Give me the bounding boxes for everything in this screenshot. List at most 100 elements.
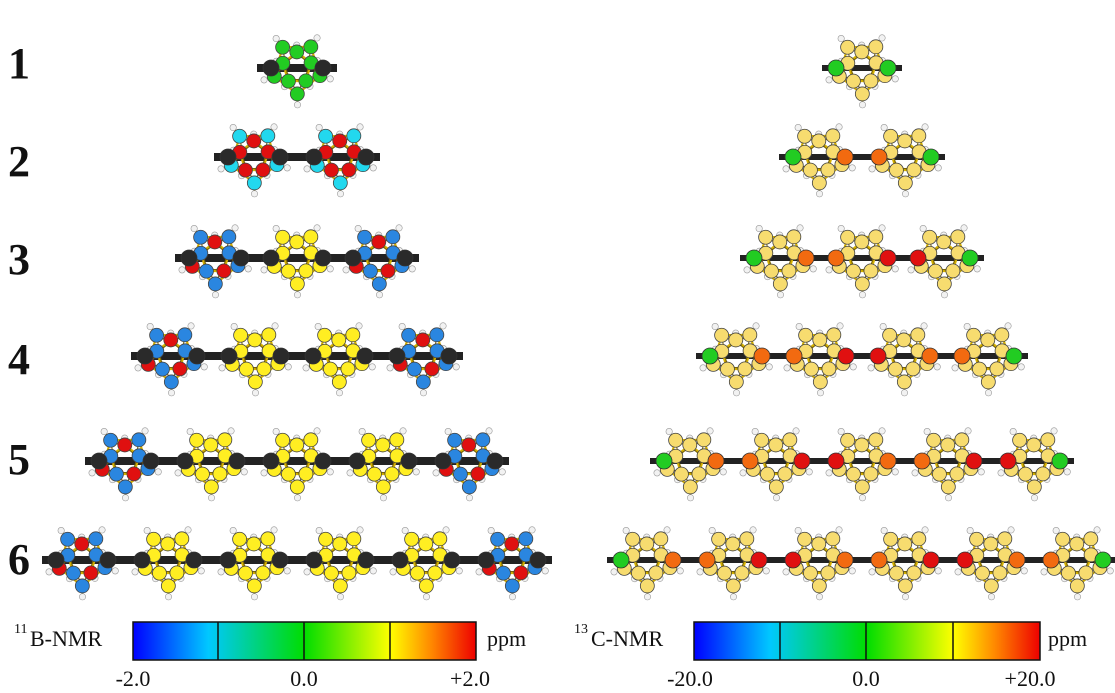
boron-atom bbox=[1083, 531, 1099, 547]
boron-cage bbox=[260, 224, 334, 299]
boron-atom bbox=[275, 39, 291, 55]
carbon-atom bbox=[909, 249, 927, 267]
boron-atom bbox=[653, 531, 669, 547]
hydrogen-atom bbox=[187, 322, 195, 330]
carbon-atom bbox=[357, 148, 375, 166]
carbon-atom bbox=[797, 249, 815, 267]
carbon-chain-row-1 bbox=[822, 34, 902, 109]
boron-atom bbox=[1026, 479, 1042, 495]
hydrogen-atom bbox=[951, 364, 959, 372]
carbon-chain-row-5 bbox=[650, 427, 1074, 502]
hydrogen-atom bbox=[354, 225, 362, 233]
boron-atom bbox=[246, 175, 262, 191]
carbon-atom bbox=[965, 452, 983, 470]
boron-cage bbox=[386, 322, 460, 397]
boron-atom bbox=[103, 432, 119, 448]
hydrogen-atom bbox=[475, 568, 483, 576]
carbon-atom bbox=[388, 347, 406, 365]
carbon-atom bbox=[750, 551, 768, 569]
boron-atom bbox=[346, 531, 362, 547]
boron-atom bbox=[932, 466, 947, 482]
boron-atom bbox=[798, 327, 814, 343]
boron-atom bbox=[289, 44, 305, 60]
hydrogen-atom bbox=[487, 527, 495, 535]
hydrogen-atom bbox=[442, 526, 450, 534]
carbon-tick-mid: 0.0 bbox=[852, 666, 880, 691]
boron-atom bbox=[470, 466, 486, 482]
boron-atom bbox=[332, 578, 348, 594]
hydrogen-atom bbox=[1007, 526, 1015, 534]
hydrogen-atom bbox=[260, 266, 268, 274]
hydrogen-atom bbox=[816, 389, 824, 397]
hydrogen-atom bbox=[663, 526, 671, 534]
hydrogen-atom bbox=[653, 469, 661, 477]
hydrogen-atom bbox=[977, 468, 985, 476]
hydrogen-atom bbox=[398, 323, 406, 331]
boron-cage bbox=[475, 526, 549, 601]
carbon-atom bbox=[314, 452, 332, 470]
boron-cage bbox=[303, 123, 377, 198]
hydrogen-atom bbox=[100, 428, 108, 436]
boron-atom bbox=[922, 229, 938, 245]
boron-atom bbox=[415, 374, 431, 390]
carbon-atom bbox=[262, 59, 280, 77]
carbon-atom bbox=[357, 551, 375, 569]
boron-atom bbox=[975, 565, 990, 581]
boron-atom bbox=[341, 162, 357, 178]
boron-cage bbox=[218, 322, 292, 397]
boron-atom bbox=[868, 229, 884, 245]
boron-atom bbox=[289, 86, 305, 102]
boron-cage bbox=[303, 526, 377, 601]
boron-atom bbox=[238, 565, 253, 581]
hydrogen-atom bbox=[174, 469, 182, 477]
boron-atom bbox=[163, 332, 179, 348]
boron-atom bbox=[639, 536, 655, 552]
boron-atom bbox=[275, 432, 291, 448]
boron-atom bbox=[889, 162, 904, 178]
boron-chain-row-2 bbox=[214, 123, 380, 198]
carbon-atom bbox=[999, 452, 1017, 470]
hydrogen-atom bbox=[782, 568, 790, 576]
boron-atom bbox=[324, 162, 339, 178]
boron-atom bbox=[714, 327, 730, 343]
boron-atom bbox=[346, 128, 362, 144]
boron-cage bbox=[342, 224, 416, 299]
boron-atom bbox=[239, 361, 254, 377]
carbon-cage bbox=[825, 224, 899, 299]
boron-atom bbox=[117, 479, 133, 495]
carbon-atom bbox=[922, 148, 940, 166]
boron-atom bbox=[88, 531, 104, 547]
boron-atom bbox=[1035, 466, 1051, 482]
hydrogen-atom bbox=[88, 469, 96, 477]
carbon-cage bbox=[783, 322, 857, 397]
hydrogen-atom bbox=[751, 428, 759, 436]
boron-atom bbox=[906, 565, 922, 581]
hydrogen-atom bbox=[272, 225, 280, 233]
carbon-atom bbox=[314, 249, 332, 267]
row-label-3: 3 bbox=[8, 235, 30, 284]
carbon-colorbar-unit: ppm bbox=[1048, 626, 1087, 651]
boron-atom bbox=[332, 175, 348, 191]
boron-atom bbox=[384, 466, 400, 482]
carbon-atom bbox=[870, 148, 888, 166]
hydrogen-atom bbox=[111, 567, 119, 575]
boron-atom bbox=[415, 332, 431, 348]
hydrogen-atom bbox=[743, 266, 751, 274]
hydrogen-atom bbox=[326, 265, 334, 273]
boron-atom bbox=[863, 466, 879, 482]
boron-atom bbox=[797, 531, 813, 547]
carbon-colorbar-gradient bbox=[693, 621, 1041, 661]
hydrogen-atom bbox=[422, 593, 430, 601]
hydrogen-atom bbox=[444, 428, 452, 436]
carbon-atom bbox=[836, 148, 854, 166]
boron-atom bbox=[840, 229, 856, 245]
hydrogen-atom bbox=[815, 190, 823, 198]
boron-atom bbox=[160, 536, 176, 552]
boron-atom bbox=[496, 565, 511, 581]
boron-atom bbox=[949, 466, 965, 482]
hydrogen-atom bbox=[303, 165, 311, 173]
boron-atom bbox=[447, 432, 463, 448]
hydrogen-atom bbox=[412, 468, 420, 476]
carbon-atom bbox=[1094, 551, 1112, 569]
boron-atom bbox=[954, 432, 970, 448]
